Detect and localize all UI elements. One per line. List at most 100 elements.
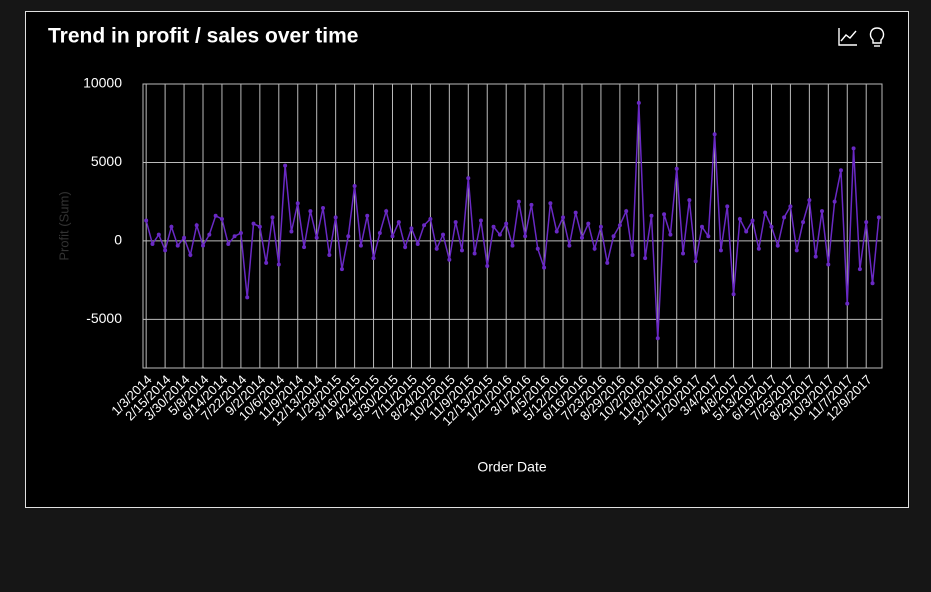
point — [283, 163, 288, 168]
point — [358, 243, 363, 248]
point — [630, 253, 635, 258]
point — [813, 254, 818, 259]
point — [598, 224, 603, 229]
point — [510, 243, 515, 248]
point — [188, 253, 193, 258]
point — [542, 265, 547, 270]
point — [447, 257, 452, 262]
point — [649, 213, 654, 218]
point — [706, 234, 711, 239]
point — [744, 229, 749, 234]
point — [163, 248, 168, 253]
point — [156, 232, 161, 237]
point — [592, 246, 597, 251]
point — [422, 223, 427, 228]
point — [756, 246, 761, 251]
point — [554, 229, 559, 234]
point — [201, 243, 206, 248]
point — [516, 199, 521, 204]
point — [819, 209, 824, 214]
point — [573, 210, 578, 215]
point — [466, 176, 471, 181]
chart-type-icon[interactable] — [838, 28, 857, 46]
point — [308, 209, 313, 214]
point — [365, 213, 370, 218]
point — [586, 221, 591, 226]
point — [434, 246, 439, 251]
y-tick-label: 10000 — [83, 75, 122, 91]
insight-icon[interactable] — [869, 27, 885, 47]
point — [731, 292, 736, 297]
point — [845, 301, 850, 306]
point — [763, 210, 768, 215]
point — [643, 256, 648, 261]
point — [674, 166, 679, 171]
point — [346, 234, 351, 239]
point — [352, 183, 357, 188]
point — [478, 218, 483, 223]
point — [226, 242, 231, 247]
point — [807, 198, 812, 203]
point — [801, 220, 806, 225]
point — [415, 242, 420, 247]
point — [327, 253, 332, 258]
point — [535, 246, 540, 251]
point — [655, 336, 660, 341]
x-axis-label: Order Date — [477, 459, 546, 475]
point — [693, 259, 698, 264]
point — [409, 226, 414, 231]
point — [838, 168, 843, 173]
point — [232, 234, 237, 239]
point — [699, 224, 704, 229]
point — [826, 262, 831, 267]
point — [668, 232, 673, 237]
point — [251, 221, 256, 226]
y-tick-label: 5000 — [91, 153, 122, 169]
point — [851, 146, 856, 151]
point — [144, 218, 149, 223]
point — [219, 216, 224, 221]
point — [497, 232, 502, 237]
point — [264, 260, 269, 265]
point — [245, 295, 250, 300]
point — [213, 213, 218, 218]
point — [712, 132, 717, 137]
point — [870, 281, 875, 286]
point — [238, 231, 243, 236]
point — [624, 209, 629, 214]
point — [384, 209, 389, 214]
point — [567, 243, 572, 248]
point — [750, 218, 755, 223]
point — [529, 202, 534, 207]
point — [321, 205, 326, 210]
point — [371, 256, 376, 261]
card — [25, 11, 909, 508]
point — [390, 234, 395, 239]
point — [302, 245, 307, 250]
point — [396, 220, 401, 225]
point — [485, 264, 490, 269]
point — [523, 234, 528, 239]
point — [794, 248, 799, 253]
point — [472, 251, 477, 256]
point — [857, 267, 862, 272]
point — [611, 234, 616, 239]
point — [718, 248, 723, 253]
point — [769, 224, 774, 229]
point — [662, 212, 667, 217]
point — [775, 243, 780, 248]
point — [737, 216, 742, 221]
point — [339, 267, 344, 272]
point — [579, 235, 584, 240]
point — [681, 251, 686, 256]
point — [441, 232, 446, 237]
point — [561, 215, 566, 220]
point — [175, 243, 180, 248]
point — [453, 220, 458, 225]
point — [459, 248, 464, 253]
point — [182, 235, 187, 240]
point — [403, 245, 408, 250]
y-tick-label: -5000 — [86, 310, 122, 326]
point — [150, 242, 155, 247]
